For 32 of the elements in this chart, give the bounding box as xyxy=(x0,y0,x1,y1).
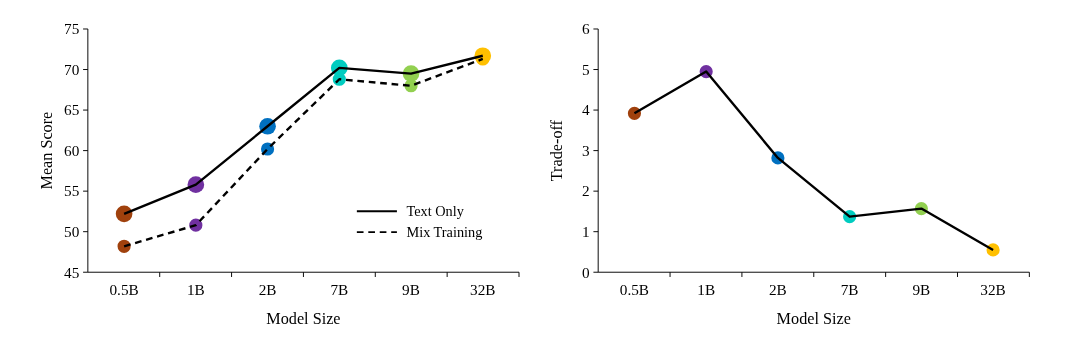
x-tick-label: 32B xyxy=(980,281,1006,299)
x-tick-label: 9B xyxy=(912,281,931,299)
x-tick-label: 0.5B xyxy=(109,281,139,299)
y-tick-label: 4 xyxy=(581,101,590,119)
y-tick-label: 60 xyxy=(64,141,80,159)
y-axis-title: Trade-off xyxy=(547,119,566,182)
y-tick-label: 65 xyxy=(64,101,80,119)
y-tick-label: 50 xyxy=(64,223,80,241)
y-tick-label: 45 xyxy=(64,263,80,281)
x-tick-label: 1B xyxy=(186,281,205,299)
y-tick-label: 2 xyxy=(581,182,590,200)
x-tick-label: 0.5B xyxy=(619,281,650,299)
y-tick-label: 0 xyxy=(581,263,590,281)
y-tick-label: 70 xyxy=(64,60,80,78)
y-tick-label: 55 xyxy=(64,182,80,200)
legend-label: Mix Training xyxy=(406,224,483,241)
x-tick-label: 2B xyxy=(769,281,787,299)
x-axis-title: Model Size xyxy=(266,309,341,328)
x-axis-title: Model Size xyxy=(776,309,851,328)
y-tick-label: 5 xyxy=(581,60,590,78)
x-tick-label: 1B xyxy=(697,281,716,299)
y-tick-label: 1 xyxy=(581,223,590,241)
y-tick-label: 75 xyxy=(64,20,80,38)
x-tick-label: 7B xyxy=(330,281,349,299)
y-tick-label: 3 xyxy=(581,141,590,159)
x-tick-label: 32B xyxy=(470,281,496,299)
x-tick-label: 9B xyxy=(402,281,420,299)
y-axis-title: Mean Score xyxy=(37,111,56,190)
y-tick-label: 6 xyxy=(581,20,590,38)
legend-label: Text Only xyxy=(406,203,465,220)
x-tick-label: 7B xyxy=(840,281,859,299)
x-tick-label: 2B xyxy=(258,281,277,299)
